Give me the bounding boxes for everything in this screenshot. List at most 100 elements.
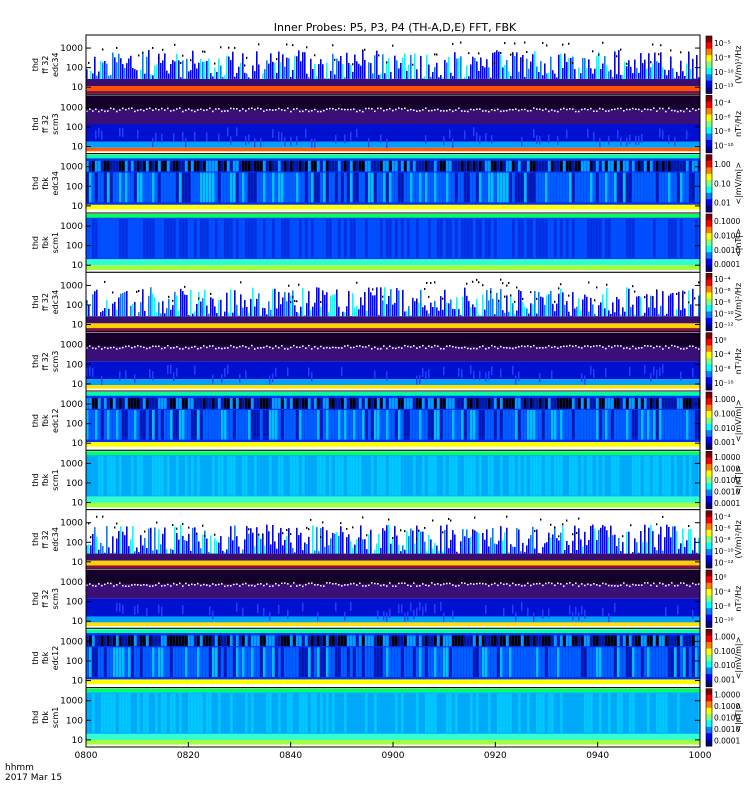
spectral-column (503, 647, 506, 677)
streak (608, 613, 610, 622)
colorbar-swatch (706, 655, 712, 662)
spectral-column (515, 161, 518, 172)
sparse-dot (516, 286, 517, 288)
spectral-column (275, 219, 278, 258)
spectral-column (392, 173, 395, 203)
white-dot (113, 108, 115, 110)
spectral-column (344, 398, 347, 409)
spectral-column (287, 161, 290, 172)
colorbar-swatch (706, 405, 712, 412)
spectral-spike (236, 536, 238, 553)
spectral-spike (452, 76, 454, 79)
white-dot (158, 346, 160, 348)
spectral-spike (662, 291, 664, 316)
spectral-spike (474, 58, 476, 79)
spectral-spike (692, 550, 694, 553)
spectral-column (476, 456, 479, 495)
spectral-column (581, 219, 584, 258)
white-dot (605, 348, 607, 350)
spectral-column (95, 647, 98, 677)
spectral-column (497, 410, 500, 440)
spectral-column (677, 173, 680, 203)
sparse-dot (272, 63, 273, 65)
white-dot (149, 347, 151, 349)
streak (137, 605, 139, 614)
spectral-column (89, 694, 92, 733)
spectral-column (323, 410, 326, 440)
white-dot (470, 109, 472, 111)
white-dot (347, 345, 349, 347)
spectral-spike (130, 539, 132, 553)
spectral-column (185, 398, 188, 409)
spectral-column (614, 647, 617, 677)
y-tick-label: 10 (72, 499, 84, 509)
spectral-column (551, 647, 554, 677)
spectral-column (590, 161, 593, 172)
spectral-column (275, 456, 278, 495)
spectral-column (284, 694, 287, 733)
spectral-column (380, 173, 383, 203)
white-dot (221, 348, 223, 350)
white-dot (113, 585, 115, 587)
spectral-column (359, 173, 362, 203)
colorbar-swatch (706, 570, 712, 577)
spectral-column (338, 219, 341, 258)
spectral-column (638, 398, 641, 409)
spectral-spike (402, 57, 404, 78)
spectral-column (626, 219, 629, 258)
spectral-column (203, 219, 206, 258)
spectral-column (107, 398, 110, 409)
panel-label: scm3 (51, 588, 60, 609)
streak (227, 127, 229, 136)
spectral-column (482, 161, 485, 172)
spectral-column (659, 398, 662, 409)
spectral-column (116, 410, 119, 440)
white-dot (389, 582, 391, 584)
spectral-column (683, 635, 686, 646)
spectral-column (155, 694, 158, 733)
spectral-spike (390, 72, 392, 79)
colorbar-tick-label: 0.100 (714, 410, 736, 419)
white-dot (200, 347, 202, 349)
spectral-spike (604, 56, 606, 79)
white-dot (275, 109, 277, 111)
sparse-dot (620, 49, 621, 51)
spectral-column (251, 694, 254, 733)
spectral-spike (148, 529, 150, 554)
spectral-column (224, 410, 227, 440)
spectral-column (407, 694, 410, 733)
spectral-column (152, 410, 155, 440)
spectral-column (470, 635, 473, 646)
spectral-column (155, 398, 158, 409)
sparse-dot (680, 51, 681, 53)
spectral-spike (188, 71, 190, 78)
spectral-column (659, 635, 662, 646)
white-dot (338, 584, 340, 586)
spectral-column (188, 161, 191, 172)
spectral-column (419, 694, 422, 733)
colorbar-swatch (706, 608, 712, 615)
spectral-column (479, 694, 482, 733)
white-dot (548, 111, 550, 113)
sparse-dot (652, 43, 653, 45)
spectral-spike (548, 533, 550, 554)
spectral-spike (674, 315, 676, 316)
sparse-dot (308, 528, 309, 530)
spectral-column (470, 219, 473, 258)
spectral-spike (670, 294, 672, 317)
y-tick-label: 10 (72, 677, 84, 687)
white-dot (227, 110, 229, 112)
colorbar-tick-label: 10⁻⁸ (714, 127, 731, 136)
white-dot (455, 347, 457, 349)
streak (158, 605, 160, 614)
spectral-spike (352, 293, 354, 316)
spectral-spike (580, 73, 582, 79)
spectral-column (479, 398, 482, 409)
streak (620, 137, 622, 146)
spectral-column (491, 694, 494, 733)
spectral-column (341, 410, 344, 440)
spectral-spike (294, 305, 296, 316)
spectral-column (407, 635, 410, 646)
white-dot (269, 586, 271, 588)
spectral-column (347, 635, 350, 646)
